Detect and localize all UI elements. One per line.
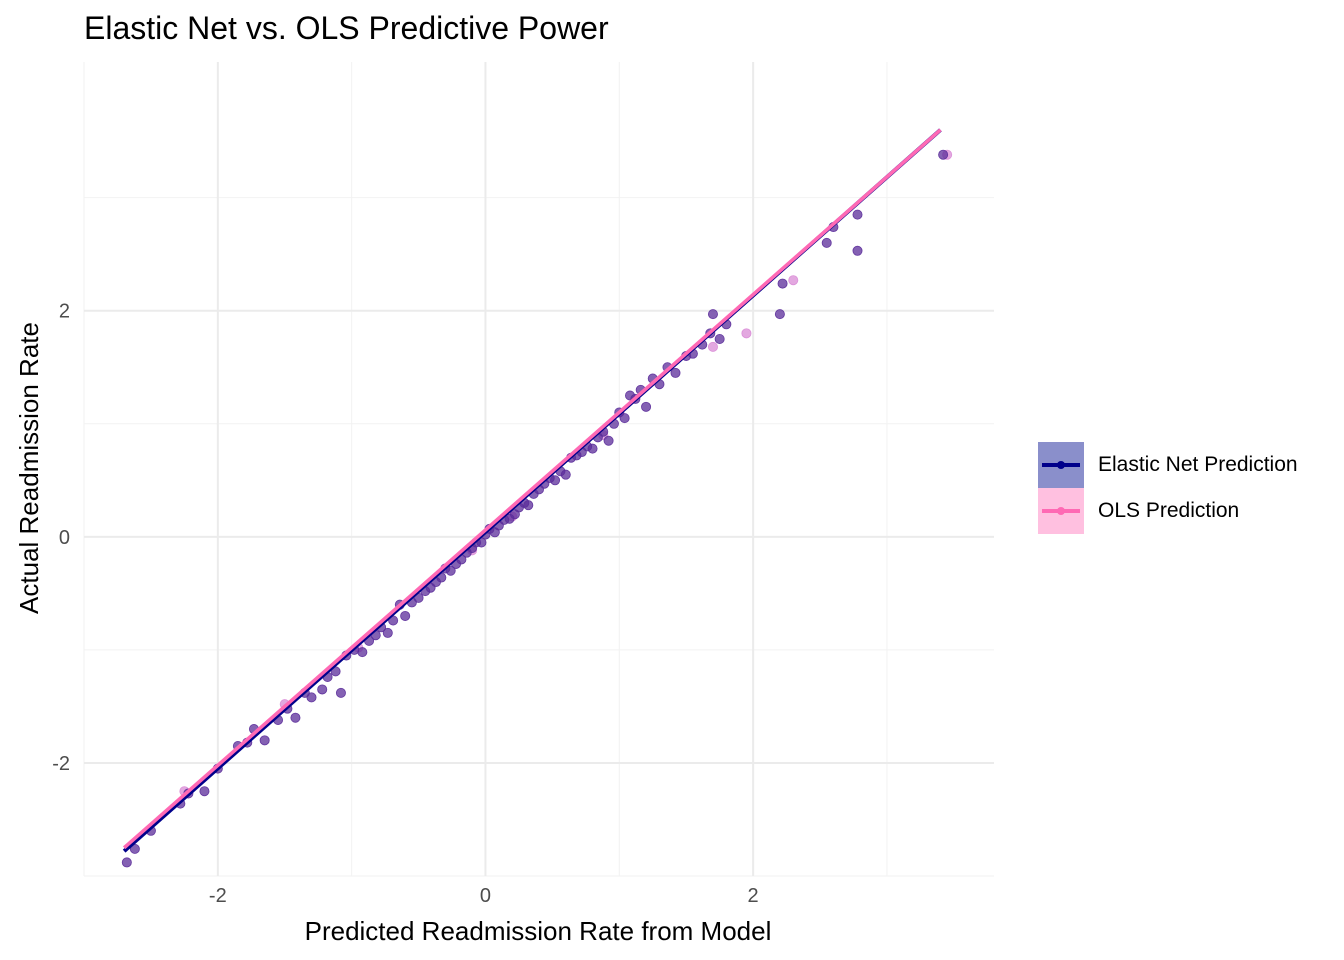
legend-key-elastic-net <box>1038 442 1084 488</box>
elastic-net-point <box>938 149 949 160</box>
ols-fit-line <box>122 128 942 850</box>
elastic-net-point <box>317 684 328 695</box>
fit-lines-layer <box>122 128 942 853</box>
ols-point <box>707 341 718 352</box>
elastic-net-point <box>523 500 534 511</box>
y-tick-label: 0 <box>59 527 70 549</box>
chart-title: Elastic Net vs. OLS Predictive Power <box>84 10 609 46</box>
ols-point <box>788 275 799 286</box>
legend-label-elastic-net: Elastic Net Prediction <box>1098 453 1298 476</box>
elastic-net-point <box>259 735 270 746</box>
legend-label-ols: OLS Prediction <box>1098 499 1240 522</box>
elastic-net-point <box>357 647 368 658</box>
elastic-net-point <box>306 692 317 703</box>
elastic-net-point <box>641 401 652 412</box>
grid-minor <box>83 62 994 877</box>
tick-labels-layer: -2 0 2 -2 0 2 <box>52 301 758 907</box>
elastic-net-point <box>550 475 561 486</box>
elastic-net-point <box>852 209 863 220</box>
y-tick-label: 2 <box>59 301 70 323</box>
elastic-net-point <box>199 786 210 797</box>
x-axis-label: Predicted Readmission Rate from Model <box>305 916 772 946</box>
ols-point <box>741 328 752 339</box>
elastic-net-point <box>777 278 788 289</box>
legend-item-elastic-net: Elastic Net Prediction <box>1038 442 1298 488</box>
elastic-net-point <box>560 469 571 480</box>
elastic-net-point <box>382 627 393 638</box>
elastic-net-point <box>821 237 832 248</box>
elastic-net-point <box>587 443 598 454</box>
x-tick-label: -2 <box>209 885 227 907</box>
grid-major <box>84 62 994 876</box>
legend: Elastic Net Prediction OLS Prediction <box>1038 442 1298 534</box>
points-layer <box>121 149 953 868</box>
elastic-net-point <box>714 333 725 344</box>
elastic-net-point <box>400 610 411 621</box>
x-tick-label: 2 <box>748 885 759 907</box>
y-axis-label: Actual Readmission Rate <box>14 322 44 614</box>
elastic-net-point <box>290 712 301 723</box>
x-tick-label: 0 <box>480 885 491 907</box>
elastic-net-point <box>670 367 681 378</box>
elastic-net-point <box>852 245 863 256</box>
elastic-net-point <box>774 309 785 320</box>
elastic-net-point <box>707 309 718 320</box>
elastic-net-point <box>603 435 614 446</box>
legend-item-ols: OLS Prediction <box>1038 488 1298 534</box>
elastic-net-point <box>445 565 456 576</box>
legend-key-ols <box>1038 488 1084 534</box>
elastic-net-point <box>619 413 630 424</box>
elastic-net-point <box>335 687 346 698</box>
y-tick-label: -2 <box>52 753 70 775</box>
elastic-net-point <box>121 857 132 868</box>
